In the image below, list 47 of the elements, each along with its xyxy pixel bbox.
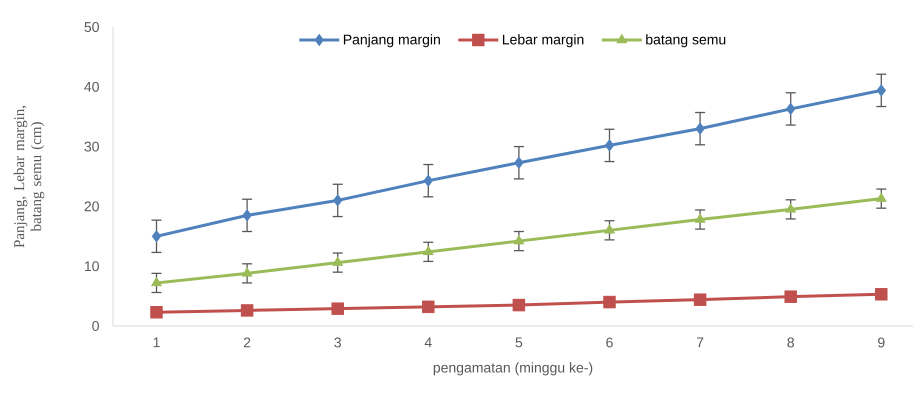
point: [513, 234, 524, 244]
x-tick-label: 2: [244, 338, 250, 348]
point: [151, 276, 162, 286]
point: [603, 296, 616, 308]
y-tick-label: 20: [84, 201, 99, 212]
point: [604, 139, 614, 152]
y-tick-label: 50: [84, 22, 99, 32]
y-tick-label: 0: [92, 321, 99, 331]
point: [786, 102, 796, 116]
x-tick-label: 9: [878, 338, 885, 348]
point: [875, 288, 888, 301]
point: [150, 306, 163, 318]
point: [694, 213, 706, 223]
point: [424, 174, 434, 187]
x-tick-label: 6: [606, 338, 613, 348]
x-tick-label: 7: [696, 338, 704, 348]
point: [512, 298, 526, 312]
point: [331, 302, 344, 315]
point: [152, 230, 162, 243]
point: [784, 290, 797, 303]
point: [242, 267, 253, 277]
point: [242, 209, 252, 222]
x-axis-title: pengamatan (minggu ke-): [434, 362, 592, 376]
y-tick-label: 40: [84, 82, 99, 92]
legend-label: batang semu: [646, 34, 726, 48]
x-tick-label: 1: [154, 338, 160, 348]
point: [694, 293, 706, 306]
y-axis-title: Panjang, Lebar margin, batang semu (cm): [14, 106, 44, 248]
point: [604, 224, 615, 234]
x-tick-label: 3: [334, 338, 341, 348]
point: [422, 300, 435, 314]
point: [514, 156, 524, 169]
point: [332, 256, 344, 266]
point: [240, 304, 254, 317]
point: [876, 84, 886, 97]
point: [876, 192, 887, 202]
point: [785, 203, 796, 213]
legend-label: Lebar margin: [502, 34, 584, 48]
point: [422, 246, 434, 256]
legend-label: Panjang margin: [344, 34, 440, 48]
y-tick-label: 10: [84, 261, 99, 272]
point: [695, 122, 705, 135]
point: [332, 194, 342, 207]
x-tick-label: 4: [424, 338, 432, 348]
x-tick-label: 8: [787, 338, 794, 348]
y-tick-label: 30: [84, 142, 99, 152]
x-tick-label: 5: [516, 338, 522, 348]
